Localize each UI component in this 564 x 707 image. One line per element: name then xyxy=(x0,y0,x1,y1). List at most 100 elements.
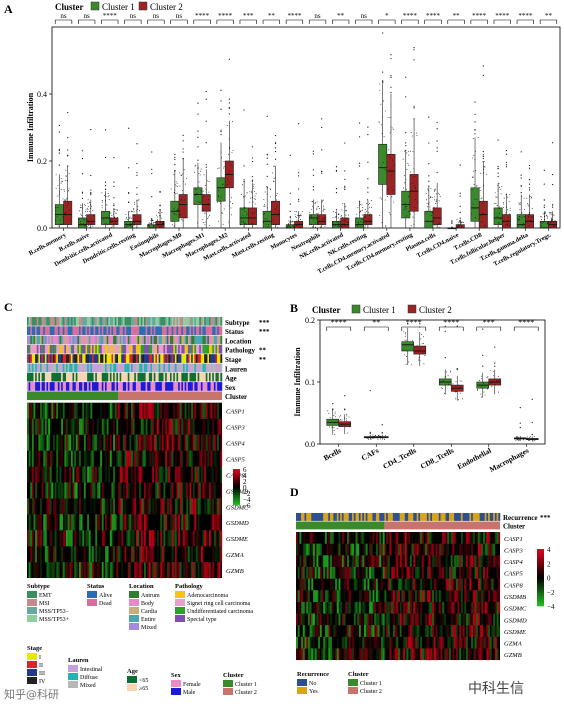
heat-cell xyxy=(44,482,47,499)
jitter-point xyxy=(373,437,375,439)
jitter-point xyxy=(317,206,319,208)
heat-cell xyxy=(30,466,33,483)
heat-cell xyxy=(101,546,104,563)
heat-cell xyxy=(170,482,172,499)
heat-cell xyxy=(477,566,480,579)
outlier-point xyxy=(344,395,346,397)
jitter-point xyxy=(273,165,275,167)
outlier-point xyxy=(266,163,268,165)
jitter-point xyxy=(105,199,107,201)
outlier-point xyxy=(451,226,453,229)
heat-cell xyxy=(173,418,176,435)
track-cell xyxy=(44,363,47,373)
box-cluster1 xyxy=(493,207,503,225)
outlier-point xyxy=(90,174,92,177)
jitter-point xyxy=(108,195,110,197)
outlier-point xyxy=(113,204,115,207)
heat-cell xyxy=(302,601,305,614)
heat-cell xyxy=(207,418,210,435)
heat-cell xyxy=(476,590,479,603)
track-cell xyxy=(207,363,210,373)
heat-cell xyxy=(77,434,80,451)
jitter-point xyxy=(460,221,462,223)
heat-cell xyxy=(347,532,349,544)
jitter-point xyxy=(252,201,254,203)
gene-label: CASP1 xyxy=(504,536,523,543)
track-cell xyxy=(67,335,70,345)
track-cell xyxy=(170,344,172,354)
track-cell xyxy=(447,513,450,521)
jitter-point xyxy=(150,219,152,221)
heat-cell xyxy=(116,402,119,419)
heat-cell xyxy=(481,590,484,603)
track-cell xyxy=(35,372,37,382)
jitter-point xyxy=(128,214,130,216)
jitter-point xyxy=(458,226,460,228)
heat-cell xyxy=(442,543,445,556)
legend-entry: I xyxy=(39,655,41,661)
heat-cell xyxy=(217,434,219,451)
track-cell xyxy=(324,513,327,521)
jitter-point xyxy=(182,192,184,194)
outlier-point xyxy=(344,170,346,172)
track-cell xyxy=(426,513,429,521)
jitter-point xyxy=(300,219,301,221)
outlier-point xyxy=(482,154,484,156)
jitter-point xyxy=(85,209,87,211)
outlier-point xyxy=(274,150,277,153)
heat-cell xyxy=(323,555,326,568)
heat-cell xyxy=(36,466,39,483)
legend-swatch xyxy=(407,304,417,314)
heat-cell xyxy=(416,543,419,556)
jitter-point xyxy=(408,154,410,156)
heat-cell xyxy=(362,601,365,614)
heat-cell xyxy=(215,434,218,451)
track-cell xyxy=(207,326,210,335)
heat-cell xyxy=(335,613,338,626)
heat-cell xyxy=(157,562,159,579)
track-cell xyxy=(101,354,104,363)
heat-cell xyxy=(423,648,426,661)
jitter-point xyxy=(57,207,59,208)
track-cell xyxy=(202,382,205,391)
heat-cell xyxy=(415,578,417,591)
track-cell xyxy=(75,344,78,354)
track-cell xyxy=(148,317,151,326)
heat-cell xyxy=(464,601,467,614)
heat-cell xyxy=(75,466,78,483)
jitter-point xyxy=(387,189,389,191)
outlier-point xyxy=(251,179,254,181)
jitter-point xyxy=(103,219,105,221)
heat-cell xyxy=(316,601,319,614)
heat-cell xyxy=(205,482,208,499)
outlier-point xyxy=(436,147,438,149)
jitter-point xyxy=(474,150,476,152)
panel-label: A xyxy=(4,2,13,16)
jitter-point xyxy=(405,356,407,357)
jitter-point xyxy=(357,207,359,209)
heat-cell xyxy=(56,450,59,467)
legend-title: Location xyxy=(129,583,154,590)
jitter-point xyxy=(534,439,536,441)
heat-cell xyxy=(379,532,382,544)
heat-cell xyxy=(145,434,148,451)
heat-cell xyxy=(48,482,50,499)
heat-cell xyxy=(152,562,154,579)
heat-cell xyxy=(358,590,361,603)
heat-cell xyxy=(148,530,151,547)
heat-cell xyxy=(455,648,458,661)
heat-cell xyxy=(296,543,298,556)
track-cell xyxy=(173,344,176,354)
heat-cell xyxy=(319,601,322,614)
heat-cell xyxy=(486,578,489,591)
track-cell xyxy=(85,317,88,326)
heat-cell xyxy=(145,498,148,515)
outlier-point xyxy=(197,136,199,138)
heat-cell xyxy=(82,402,85,419)
scale-step xyxy=(233,492,240,494)
outlier-point xyxy=(312,150,314,152)
track-cell xyxy=(44,317,47,326)
jitter-point xyxy=(481,396,483,398)
outlier-point xyxy=(228,113,230,115)
jitter-point xyxy=(82,222,84,224)
